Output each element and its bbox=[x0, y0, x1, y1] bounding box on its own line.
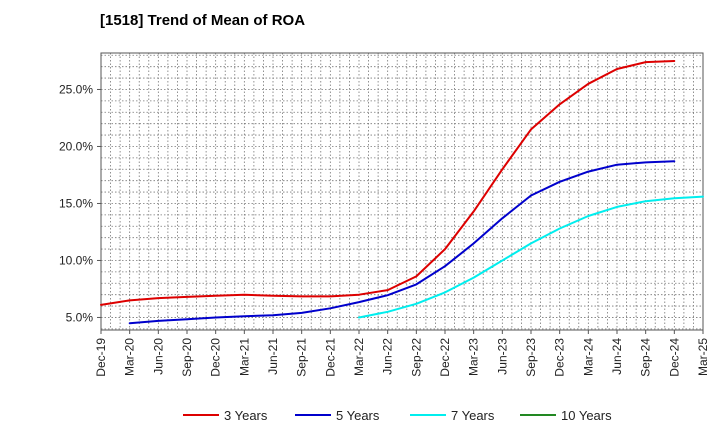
y-tick-label: 5.0% bbox=[66, 310, 94, 324]
x-tick-label: Dec-19 bbox=[94, 338, 108, 377]
x-tick-label: Dec-21 bbox=[323, 338, 337, 377]
x-tick-label: Sep-21 bbox=[295, 338, 309, 377]
x-tick-label: Jun-20 bbox=[151, 338, 165, 375]
x-tick-label: Sep-20 bbox=[180, 338, 194, 377]
chart-title: [1518] Trend of Mean of ROA bbox=[100, 12, 306, 29]
y-tick-label: 10.0% bbox=[59, 253, 93, 267]
x-tick-label: Dec-20 bbox=[209, 338, 223, 377]
y-tick-label: 15.0% bbox=[59, 196, 93, 210]
x-tick-label: Sep-23 bbox=[524, 338, 538, 377]
x-tick-label: Dec-22 bbox=[438, 338, 452, 377]
legend-label: 7 Years bbox=[451, 408, 495, 423]
x-tick-label: Mar-20 bbox=[123, 338, 137, 376]
x-tick-label: Mar-21 bbox=[237, 338, 251, 376]
series-line-3-years bbox=[100, 60, 676, 306]
x-tick-label: Jun-21 bbox=[266, 338, 280, 375]
x-tick-label: Mar-25 bbox=[696, 338, 710, 376]
x-tick-label: Mar-23 bbox=[467, 338, 481, 376]
x-axis: Dec-19 Mar-20 Jun-20 Sep-20 Dec-20 Mar-21 Jun-… bbox=[94, 330, 710, 377]
y-tick-label: 20.0% bbox=[59, 139, 93, 153]
y-axis: 5.0% 10.0% 15.0% 20.0% 25.0% bbox=[59, 82, 101, 324]
x-tick-label: Sep-22 bbox=[409, 338, 423, 377]
x-tick-label: Sep-24 bbox=[639, 338, 653, 377]
x-tick-label: Jun-22 bbox=[381, 338, 395, 375]
grid-lines bbox=[101, 53, 703, 330]
x-tick-label: Dec-23 bbox=[553, 338, 567, 377]
series-line-5-years bbox=[128, 160, 676, 325]
legend-label: 5 Years bbox=[336, 408, 380, 423]
legend-label: 10 Years bbox=[561, 408, 612, 423]
x-tick-label: Jun-24 bbox=[610, 338, 624, 375]
series-lines bbox=[100, 60, 704, 325]
plot-frame bbox=[100, 52, 704, 331]
x-tick-label: Mar-22 bbox=[352, 338, 366, 376]
series-line-7-years bbox=[358, 195, 704, 319]
x-tick-label: Dec-24 bbox=[667, 338, 681, 377]
x-tick-label: Mar-24 bbox=[581, 338, 595, 376]
legend: 3 Years 5 Years 7 Years 10 Years bbox=[183, 408, 612, 423]
y-tick-label: 25.0% bbox=[59, 82, 93, 96]
plot-area bbox=[101, 53, 703, 330]
legend-label: 3 Years bbox=[224, 408, 268, 423]
x-tick-label: Jun-23 bbox=[495, 338, 509, 375]
